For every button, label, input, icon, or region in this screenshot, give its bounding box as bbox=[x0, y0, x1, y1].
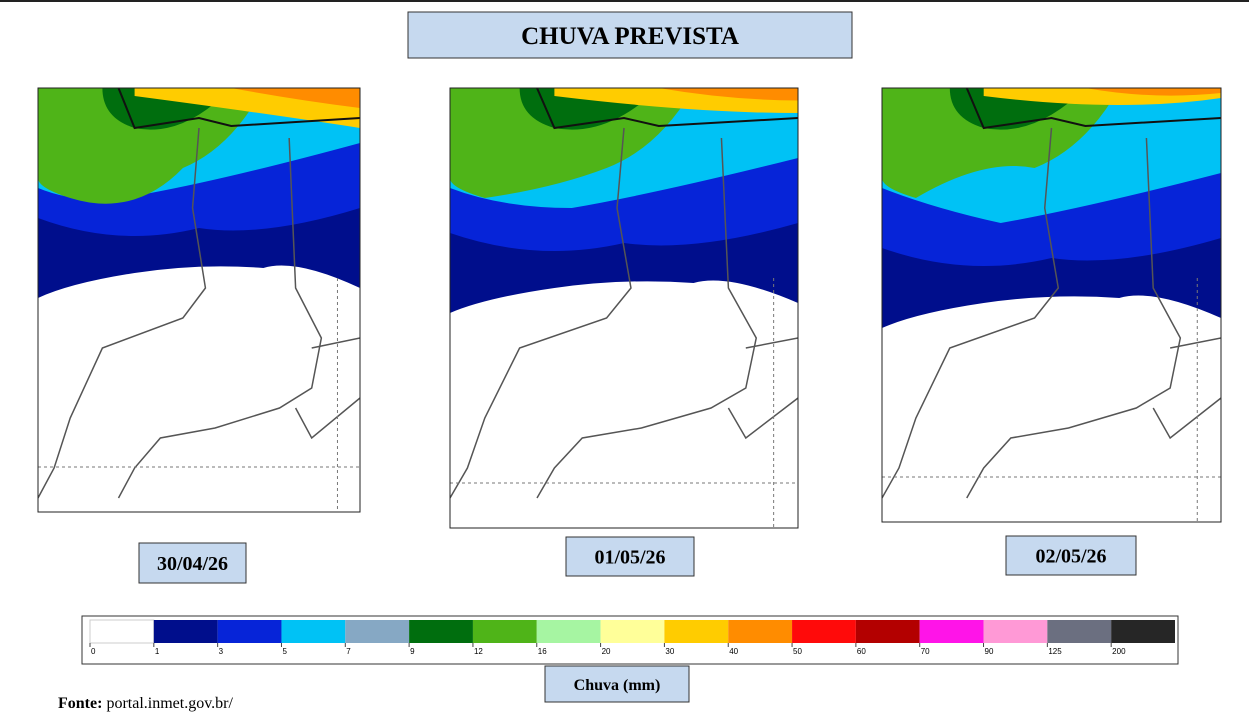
rain-orange bbox=[231, 88, 360, 108]
swatch bbox=[153, 620, 218, 643]
tick-label: 90 bbox=[985, 647, 994, 656]
tick-label: 16 bbox=[538, 647, 547, 656]
swatch bbox=[217, 620, 282, 643]
tick-label: 200 bbox=[1112, 647, 1126, 656]
swatch bbox=[409, 620, 473, 643]
swatch bbox=[1047, 620, 1112, 643]
swatch bbox=[855, 620, 920, 643]
border bbox=[882, 127, 1221, 499]
source-url: portal.inmet.gov.br/ bbox=[106, 695, 233, 712]
map-date: 01/05/26 bbox=[594, 547, 665, 569]
source-label: Fonte: bbox=[58, 695, 102, 712]
date-box bbox=[565, 536, 695, 577]
source: Fonte: portal.inmet.gov.br/ bbox=[58, 695, 233, 712]
map-panel bbox=[881, 87, 1222, 523]
tick-label: 20 bbox=[602, 647, 611, 656]
coast bbox=[965, 88, 1221, 130]
map-date: 30/04/26 bbox=[157, 553, 228, 575]
swatch bbox=[792, 620, 856, 643]
swatch bbox=[89, 619, 155, 644]
tick-label: 0 bbox=[91, 647, 96, 656]
map-date: 02/05/26 bbox=[1035, 546, 1106, 568]
map-frame bbox=[881, 87, 1222, 523]
border bbox=[450, 127, 798, 499]
border bbox=[38, 127, 360, 499]
tick-label: 30 bbox=[665, 647, 674, 656]
tick-label: 40 bbox=[729, 647, 738, 656]
swatch bbox=[1111, 620, 1175, 643]
date-box bbox=[138, 542, 247, 584]
tick-label: 7 bbox=[346, 647, 351, 656]
map-panel bbox=[37, 87, 361, 513]
legend-label-box bbox=[544, 665, 690, 703]
tick-label: 5 bbox=[282, 647, 287, 656]
swatch bbox=[664, 620, 729, 643]
rain-orange bbox=[1085, 88, 1221, 96]
tick-label: 9 bbox=[410, 647, 415, 656]
title-box bbox=[407, 11, 853, 59]
map-frame bbox=[37, 87, 361, 513]
rain-green bbox=[882, 88, 1120, 198]
swatch bbox=[345, 620, 410, 643]
map-panel bbox=[449, 87, 799, 529]
swatch bbox=[536, 620, 601, 643]
swatch bbox=[600, 620, 665, 643]
map-frame bbox=[449, 87, 799, 529]
legend-label: Chuva (mm) bbox=[574, 677, 661, 694]
tick-label: 125 bbox=[1048, 647, 1062, 656]
swatch bbox=[983, 620, 1048, 643]
tick-label: 1 bbox=[155, 647, 160, 656]
swatch bbox=[919, 620, 984, 643]
map-field bbox=[882, 88, 1221, 522]
tick-label: 60 bbox=[857, 647, 866, 656]
colorbar: 0 1 3 5 7 9 12 16 20 30 40 50 60 70 90 125 200 bbox=[89, 619, 1175, 656]
coast bbox=[117, 88, 360, 130]
map-field bbox=[38, 88, 360, 512]
tick-label: 12 bbox=[474, 647, 483, 656]
coast bbox=[536, 88, 798, 130]
date-box bbox=[1005, 535, 1137, 576]
tick-label: 70 bbox=[921, 647, 930, 656]
map-field bbox=[450, 88, 798, 528]
rain-orange bbox=[658, 88, 798, 101]
swatch bbox=[728, 620, 793, 643]
rain-green bbox=[38, 88, 264, 204]
title: CHUVA PREVISTA bbox=[521, 23, 739, 50]
tick-label: 50 bbox=[793, 647, 802, 656]
swatch bbox=[472, 620, 537, 643]
maps bbox=[37, 87, 1222, 529]
swatch bbox=[281, 620, 346, 643]
rain-green bbox=[450, 88, 694, 198]
tick-label: 3 bbox=[219, 647, 224, 656]
